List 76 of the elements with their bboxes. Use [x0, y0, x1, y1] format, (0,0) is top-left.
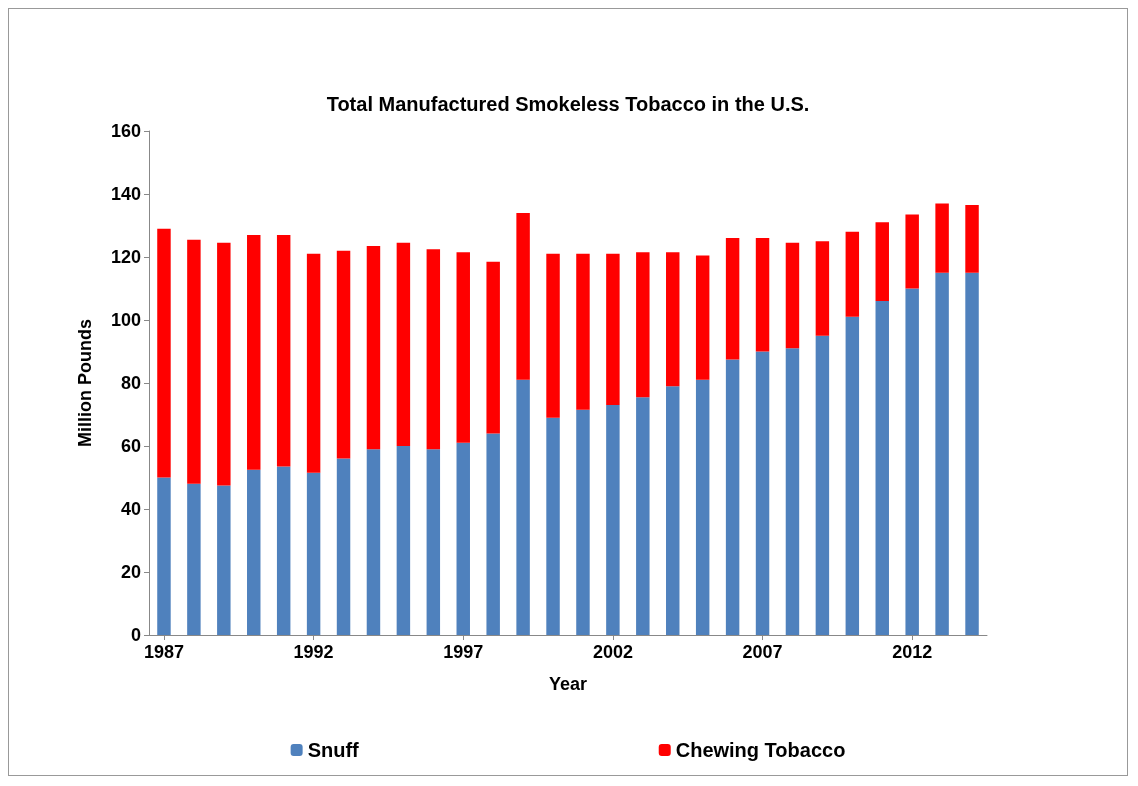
bar: [965, 205, 979, 273]
bar: [606, 253, 620, 406]
x-tick-label: 1997: [443, 642, 484, 662]
y-axis-title: Million Pounds: [75, 319, 95, 447]
bar: [396, 242, 411, 446]
bar: [217, 242, 231, 486]
bar: [636, 397, 650, 635]
y-tick-label: 140: [110, 184, 141, 204]
bar: [247, 469, 261, 635]
bar: [815, 241, 830, 336]
x-tick-label: 1992: [293, 642, 334, 662]
x-tick-label: 1987: [143, 642, 184, 662]
bar: [606, 405, 620, 635]
bar: [157, 228, 171, 478]
bar: [845, 316, 860, 635]
bar: [486, 433, 500, 635]
bar: [785, 348, 800, 635]
bar: [785, 242, 800, 349]
bar: [666, 386, 680, 635]
bar: [666, 252, 680, 387]
bar: [755, 351, 770, 635]
bar: [247, 234, 261, 470]
bar: [306, 472, 321, 635]
x-axis-title: Year: [548, 674, 588, 694]
x-tick-label: 2007: [742, 642, 783, 662]
bar: [336, 458, 351, 635]
y-tick-label: 0: [130, 625, 141, 645]
y-tick-label: 20: [120, 562, 141, 582]
bar: [336, 250, 351, 459]
bar: [576, 253, 590, 410]
bar: [426, 449, 441, 635]
x-tick-label: 2002: [592, 642, 633, 662]
bar: [546, 253, 560, 418]
legend-label: Snuff: [307, 739, 360, 761]
bar: [187, 239, 201, 484]
bar: [276, 234, 291, 467]
bar: [366, 449, 381, 635]
y-tick-label: 160: [110, 121, 141, 141]
bar: [276, 466, 291, 635]
bar: [546, 417, 560, 635]
bar: [486, 261, 500, 434]
bar: [426, 249, 441, 450]
bar: [845, 231, 860, 317]
bar: [965, 272, 979, 635]
y-tick-label: 80: [120, 373, 141, 393]
bar: [636, 252, 650, 398]
x-tick-label: 2012: [892, 642, 933, 662]
legend-label: Chewing Tobacco: [675, 739, 846, 761]
bar: [695, 379, 710, 635]
bar: [456, 442, 470, 635]
bar: [875, 301, 889, 635]
chart-title: Total Manufactured Smokeless Tobacco in the U.S.: [326, 93, 810, 115]
bar: [516, 379, 530, 635]
bar: [576, 409, 590, 635]
bar: [695, 255, 710, 380]
bar: [935, 272, 949, 635]
bar: [815, 335, 830, 635]
bar: [187, 483, 201, 635]
bar: [905, 214, 919, 289]
bar: [935, 203, 949, 273]
bar: [725, 359, 740, 635]
bar: [456, 252, 470, 443]
bar: [157, 477, 171, 635]
bar: [905, 288, 919, 635]
y-tick-label: 40: [120, 499, 141, 519]
y-tick-label: 60: [120, 436, 141, 456]
y-tick-label: 120: [110, 247, 141, 267]
y-tick-label: 100: [110, 310, 141, 330]
bar: [366, 245, 381, 450]
bar: [725, 238, 740, 360]
bar: [217, 485, 231, 635]
bar: [875, 222, 889, 302]
bar: [755, 238, 770, 352]
bar: [516, 212, 530, 380]
bar: [306, 253, 321, 473]
bar: [396, 446, 411, 635]
